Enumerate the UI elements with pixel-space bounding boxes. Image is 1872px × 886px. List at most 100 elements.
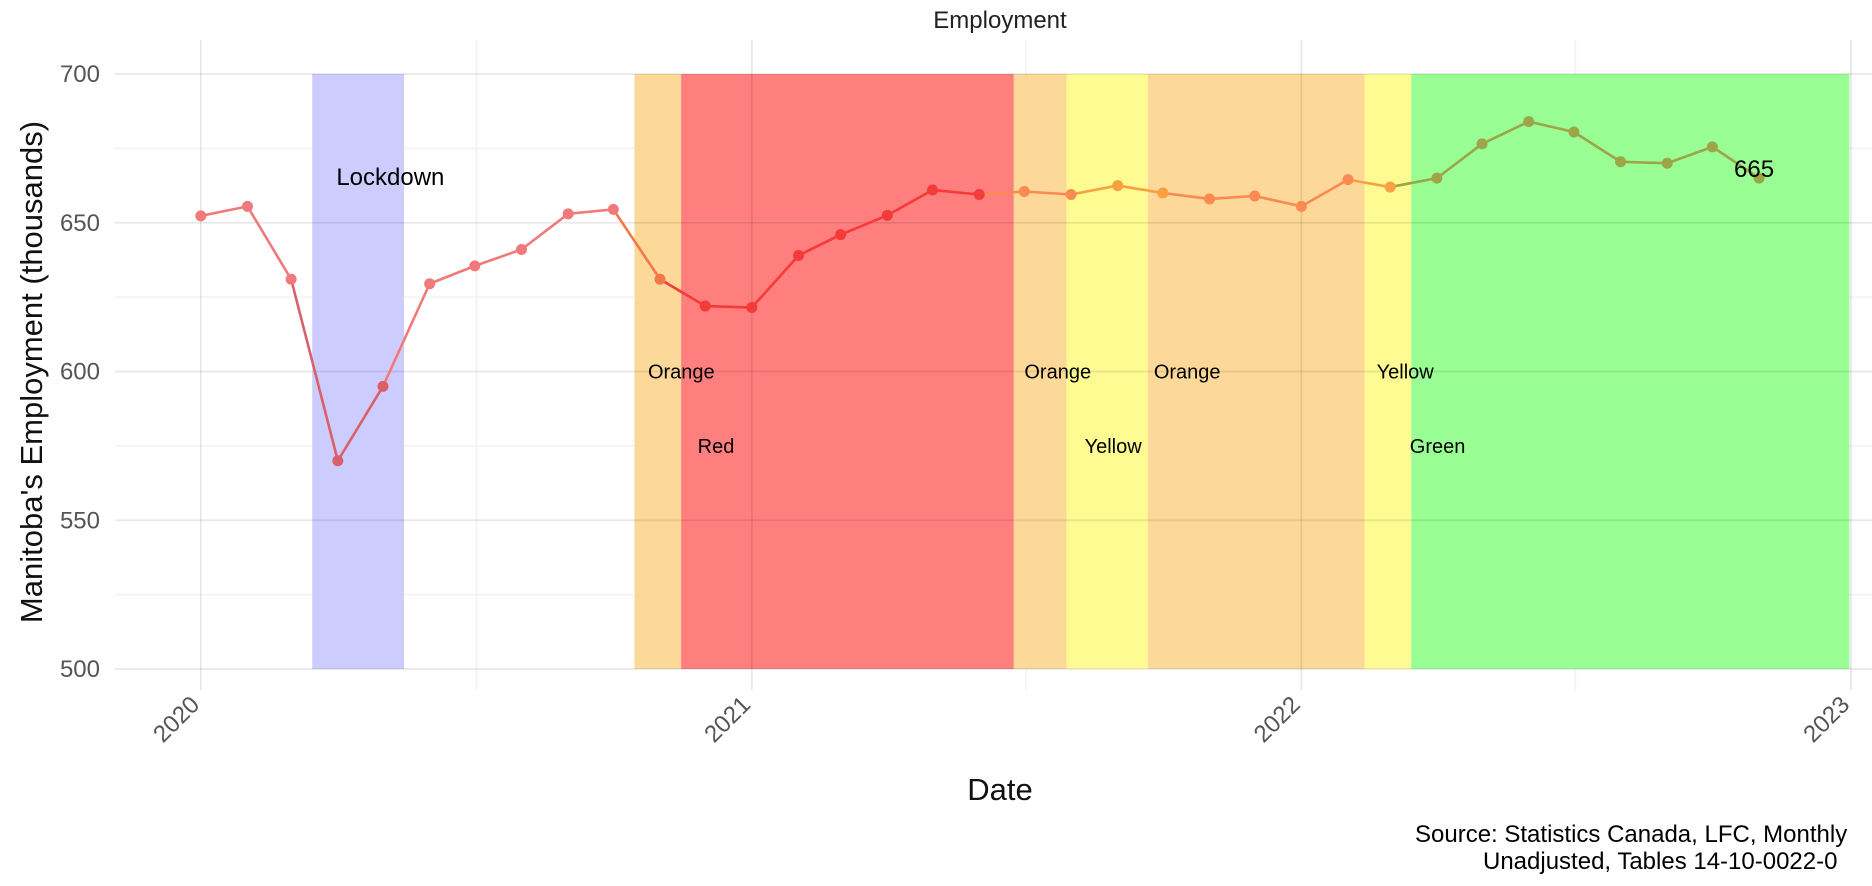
data-point xyxy=(1112,180,1124,192)
series-segment xyxy=(246,205,293,281)
data-point xyxy=(285,273,297,285)
band-yellow xyxy=(1066,74,1148,669)
annotations: 665 xyxy=(1734,156,1774,183)
data-point xyxy=(241,200,253,212)
band-label-green: Green xyxy=(1410,436,1466,458)
series-segment xyxy=(1619,160,1669,165)
series-segment xyxy=(1665,145,1714,165)
data-point xyxy=(881,209,893,221)
data-point xyxy=(1204,193,1216,205)
y-tick-label: 500 xyxy=(60,656,100,683)
data-point xyxy=(654,273,666,285)
band-label-lockdown: Lockdown xyxy=(336,164,444,191)
series-segment xyxy=(612,208,662,281)
series-segment xyxy=(1253,194,1303,208)
band-label-orange: Orange xyxy=(1154,362,1221,384)
band-label-yellow: Yellow xyxy=(1085,436,1143,458)
series-segment xyxy=(1346,178,1392,189)
series-segment xyxy=(703,304,754,309)
x-tick-label: 2023 xyxy=(1798,691,1855,748)
data-point xyxy=(699,300,711,312)
y-tick-label: 600 xyxy=(60,359,100,386)
series-segment xyxy=(336,385,385,463)
series-segment xyxy=(797,233,842,257)
data-point xyxy=(1384,181,1396,193)
x-axis-title: Date xyxy=(967,772,1032,807)
x-tick-label: 2020 xyxy=(148,691,205,748)
series-segment xyxy=(1208,194,1257,201)
y-axis-title: Manitoba's Employment (thousands) xyxy=(14,121,49,623)
band-label-red: Red xyxy=(698,436,735,458)
series-segment xyxy=(1069,184,1120,196)
data-point xyxy=(562,208,574,220)
data-point xyxy=(1065,188,1077,200)
series-segment xyxy=(1161,191,1211,201)
data-point xyxy=(1249,190,1261,202)
data-point xyxy=(1476,138,1488,150)
data-point xyxy=(1523,116,1535,128)
band-red xyxy=(681,74,1014,669)
data-point xyxy=(793,249,805,261)
data-point xyxy=(424,278,436,290)
series-segment xyxy=(428,264,477,286)
series-segment xyxy=(1435,142,1484,180)
data-point xyxy=(377,380,389,392)
y-tick-label: 700 xyxy=(60,61,100,88)
data-point xyxy=(1157,187,1169,199)
series xyxy=(195,116,1765,467)
value-annotation: 665 xyxy=(1734,156,1774,183)
source-caption-line-1: Source: Statistics Canada, LFC, Monthly xyxy=(1415,821,1847,848)
data-point xyxy=(332,455,344,467)
data-point xyxy=(607,203,619,215)
data-point xyxy=(469,260,481,272)
data-point xyxy=(746,302,758,314)
data-point xyxy=(927,184,939,196)
band-label-yellow: Yellow xyxy=(1377,362,1435,384)
data-point xyxy=(1661,157,1673,169)
series-segment xyxy=(1572,130,1622,164)
band-yellow xyxy=(1364,74,1412,669)
band-orange xyxy=(1013,74,1067,669)
series-segment xyxy=(1388,176,1439,189)
series-segment xyxy=(1300,178,1350,208)
series-segment xyxy=(1711,145,1761,180)
data-point xyxy=(1018,186,1030,198)
series-segment xyxy=(1116,184,1165,195)
series-segment xyxy=(289,277,340,463)
data-point xyxy=(1615,156,1627,168)
data-point xyxy=(1295,200,1307,212)
data-point xyxy=(1706,141,1718,153)
band-label-orange: Orange xyxy=(1024,362,1091,384)
bands xyxy=(312,74,1850,669)
x-axis: 2020 2021 2022 2023 xyxy=(148,691,1855,748)
series-segment xyxy=(658,277,707,308)
y-tick-label: 650 xyxy=(60,210,100,237)
data-point xyxy=(1342,174,1354,186)
major-grid xyxy=(115,40,1872,690)
series-segment xyxy=(1527,120,1576,134)
series-segment xyxy=(977,190,1026,196)
x-tick-label: 2021 xyxy=(699,691,756,748)
band-orange xyxy=(634,74,682,669)
x-tick-label: 2022 xyxy=(1249,691,1306,748)
band-label-orange: Orange xyxy=(648,362,715,384)
data-point xyxy=(516,244,528,256)
band-orange xyxy=(1147,74,1365,669)
data-point xyxy=(1568,126,1580,138)
source-caption-line-2: Unadjusted, Tables 14-10-0022-0 xyxy=(1483,848,1837,875)
y-axis: 500 550 600 650 700 xyxy=(60,61,100,683)
series-segment xyxy=(381,282,431,388)
series-segment xyxy=(1023,190,1073,196)
series-segment xyxy=(839,214,889,236)
data-point xyxy=(973,188,985,200)
data-point xyxy=(195,210,207,222)
series-segment xyxy=(199,205,249,218)
chart-title: Employment xyxy=(933,7,1067,34)
series-segment xyxy=(886,188,934,217)
band-green xyxy=(1411,74,1850,669)
series-segment xyxy=(520,212,570,251)
y-tick-label: 550 xyxy=(60,507,100,534)
series-segment xyxy=(473,248,523,268)
data-point xyxy=(835,229,847,241)
